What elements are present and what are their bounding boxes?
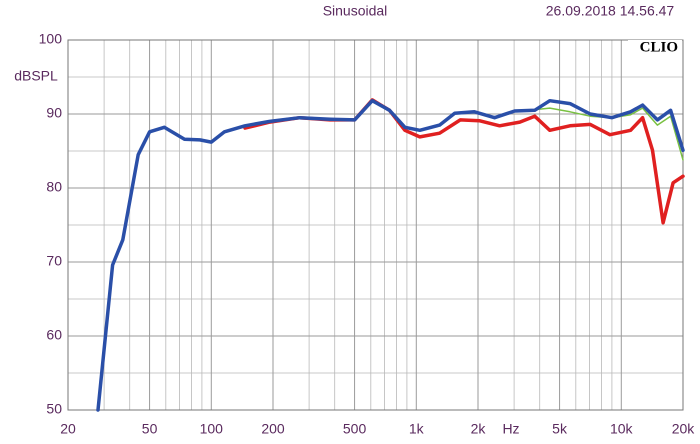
y-tick-label: 50 (46, 401, 62, 417)
y-tick-label: 70 (46, 253, 62, 269)
chart-title: Sinusoidal (323, 3, 388, 19)
x-tick-label: 20k (672, 421, 696, 437)
x-tick-label: 50 (142, 421, 158, 437)
y-tick-label: 90 (46, 105, 62, 121)
timestamp: 26.09.2018 14.56.47 (546, 3, 675, 19)
x-tick-label: 20 (60, 421, 76, 437)
x-tick-label: 10k (610, 421, 634, 437)
x-tick-label: 200 (261, 421, 285, 437)
y-tick-label: 100 (39, 31, 63, 47)
x-tick-label: 100 (200, 421, 224, 437)
y-axis-label: dBSPL (14, 68, 58, 84)
y-tick-label: 60 (46, 327, 62, 343)
x-axis-label: Hz (502, 421, 519, 437)
brand-background (628, 40, 682, 56)
series-line (96, 98, 685, 412)
x-tick-label: 5k (552, 421, 568, 437)
x-tick-label: 1k (409, 421, 425, 437)
y-tick-label: 80 (46, 179, 62, 195)
brand-label: CLIO (640, 39, 678, 55)
x-tick-label: 500 (343, 421, 367, 437)
x-tick-label: 2k (471, 421, 487, 437)
plot-frame (67, 39, 684, 411)
